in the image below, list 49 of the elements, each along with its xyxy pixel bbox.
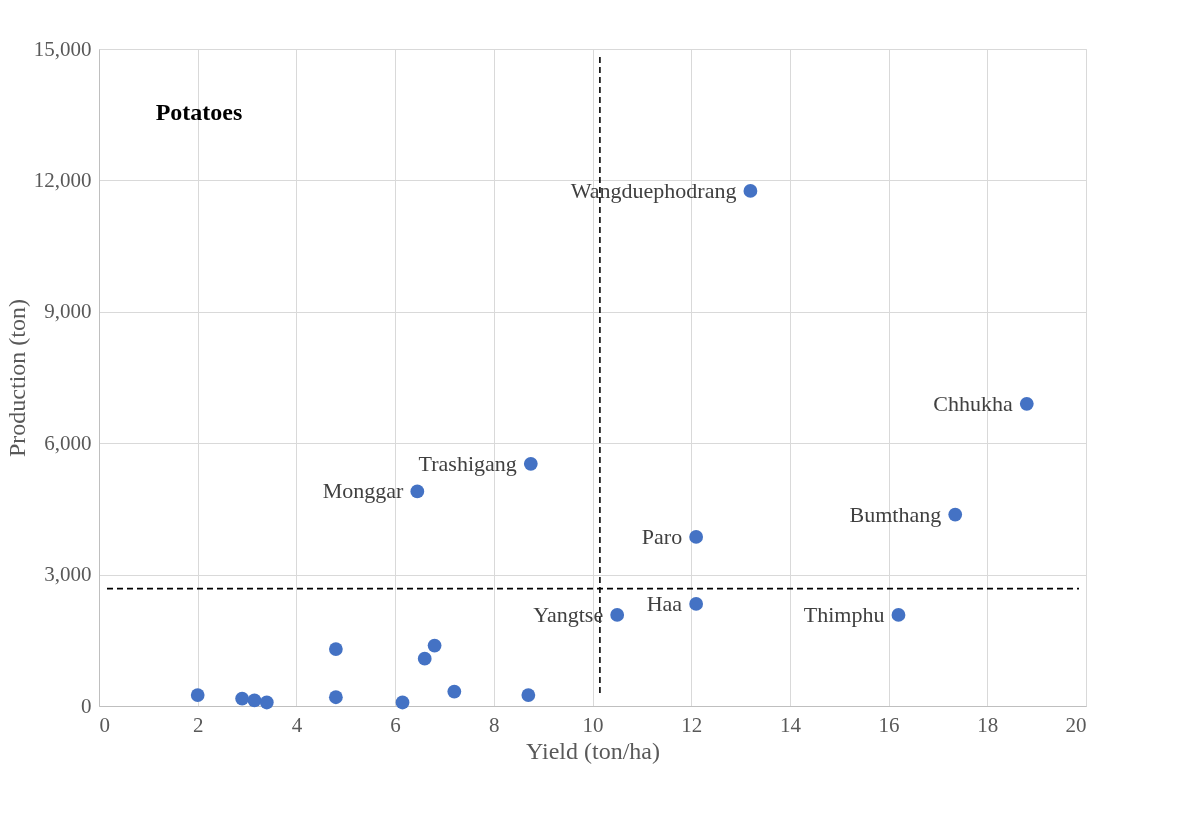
y-tick-label: 0 — [81, 693, 92, 718]
x-tick-label: 16 — [878, 712, 900, 737]
point — [328, 690, 343, 705]
y-tick-label: 3,000 — [44, 562, 92, 587]
annotation: Wangduephodrang — [570, 177, 737, 203]
x-tick-label: 12 — [681, 712, 703, 737]
x-tick-label: 0 — [99, 712, 110, 737]
point — [427, 638, 442, 653]
x-tick-label: 6 — [390, 712, 401, 737]
annotation: Thimphu — [803, 601, 885, 627]
point — [689, 530, 704, 544]
point — [689, 597, 704, 611]
annotation: Monggar — [322, 478, 404, 504]
point — [523, 456, 538, 471]
point — [447, 684, 462, 699]
point — [1019, 396, 1034, 411]
annotation: Paro — [641, 523, 683, 549]
y-tick-label: 6,000 — [44, 430, 92, 455]
x-tick-label: 18 — [977, 712, 999, 737]
y-tick-label: 15,000 — [33, 36, 92, 61]
point — [190, 688, 205, 702]
x-tick-label: 8 — [489, 712, 500, 737]
text: Potatoes — [155, 99, 243, 125]
point — [891, 608, 906, 622]
point — [259, 695, 274, 710]
point — [948, 507, 963, 522]
x-tick-label: 2 — [192, 712, 204, 737]
annotation: Chhukha — [933, 390, 1013, 416]
y-axis-title: Production (ton) — [3, 299, 30, 457]
annotation: Haa — [646, 590, 683, 616]
point — [328, 642, 343, 656]
x-tick-label: 10 — [582, 712, 604, 737]
point — [247, 693, 262, 708]
x-axis-title: Yield (ton/ha) — [526, 737, 660, 764]
annotation: Yangtse — [533, 601, 604, 627]
point — [610, 608, 625, 622]
point — [235, 691, 250, 706]
annotation: Bumthang — [849, 501, 942, 527]
x-tick-label: 14 — [779, 712, 802, 737]
y-tick-label: 12,000 — [33, 167, 92, 192]
point — [743, 184, 758, 198]
x-tick-label: 20 — [1065, 712, 1087, 737]
annotation: Trashigang — [418, 450, 517, 476]
y-tick-label: 9,000 — [44, 299, 92, 324]
point — [417, 651, 432, 666]
point — [521, 688, 536, 702]
point — [395, 695, 410, 710]
point — [410, 484, 425, 499]
x-tick-label: 4 — [291, 712, 303, 737]
